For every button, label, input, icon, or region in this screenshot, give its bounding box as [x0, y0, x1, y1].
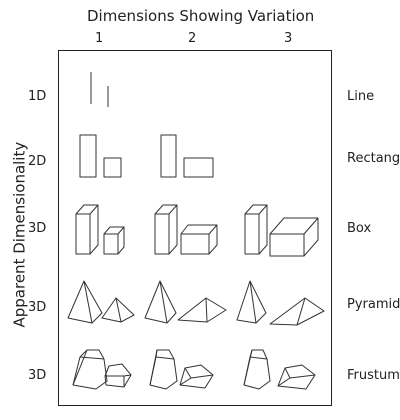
column-header-1: 1 [95, 31, 104, 46]
box-col1-small [103, 226, 125, 255]
box-col2-tall [154, 204, 178, 255]
row-5-dimensionality: 3D [28, 368, 47, 383]
diagram-title: Dimensions Showing Variation [87, 7, 315, 25]
row-1-shape-name: Line [347, 89, 375, 104]
rectangle-shapes [79, 134, 214, 178]
frustum-col3-tall [243, 349, 271, 390]
row-2-shape-name: Rectang [347, 151, 400, 166]
pyramid-shapes [67, 280, 325, 326]
pyramid-col3-flat [269, 297, 325, 326]
diagram-frame [58, 50, 332, 406]
pyramid-col1-tall [67, 280, 103, 324]
frustum-col1-tall [72, 349, 108, 390]
box-col3-large [269, 217, 319, 257]
box-col1-tall [75, 204, 99, 255]
row-3-shape-name: Box [347, 221, 372, 236]
rect-col2-tall [160, 134, 177, 178]
frustum-col3-wide [277, 364, 316, 390]
row-4-shape-name: Pyramid [347, 297, 400, 312]
pyramid-col3-tall [236, 280, 267, 324]
row-2-dimensionality: 2D [28, 154, 47, 169]
rect-col2-wide [183, 157, 214, 178]
row-3-dimensionality: 3D [28, 221, 47, 236]
row-5-shape-name: Frustum [347, 368, 400, 383]
rect-col1-tall [79, 134, 97, 178]
rect-col1-small [103, 157, 122, 178]
box-shapes [75, 204, 319, 257]
row-1-dimensionality: 1D [28, 89, 47, 104]
frustum-col2-tall [149, 349, 178, 390]
frustum-col1-small [104, 363, 132, 388]
row-4-dimensionality: 3D [28, 300, 47, 315]
line-shapes [90, 72, 109, 107]
column-header-3: 3 [284, 31, 293, 46]
frustum-col2-wide [179, 364, 214, 389]
pyramid-col1-small [101, 297, 135, 323]
pyramid-col2-flat [177, 297, 227, 323]
frustum-shapes [72, 349, 316, 390]
pyramid-col2-tall [144, 280, 177, 324]
column-header-2: 2 [188, 31, 197, 46]
box-col2-wide [180, 224, 218, 255]
box-col3-tall [244, 204, 268, 255]
